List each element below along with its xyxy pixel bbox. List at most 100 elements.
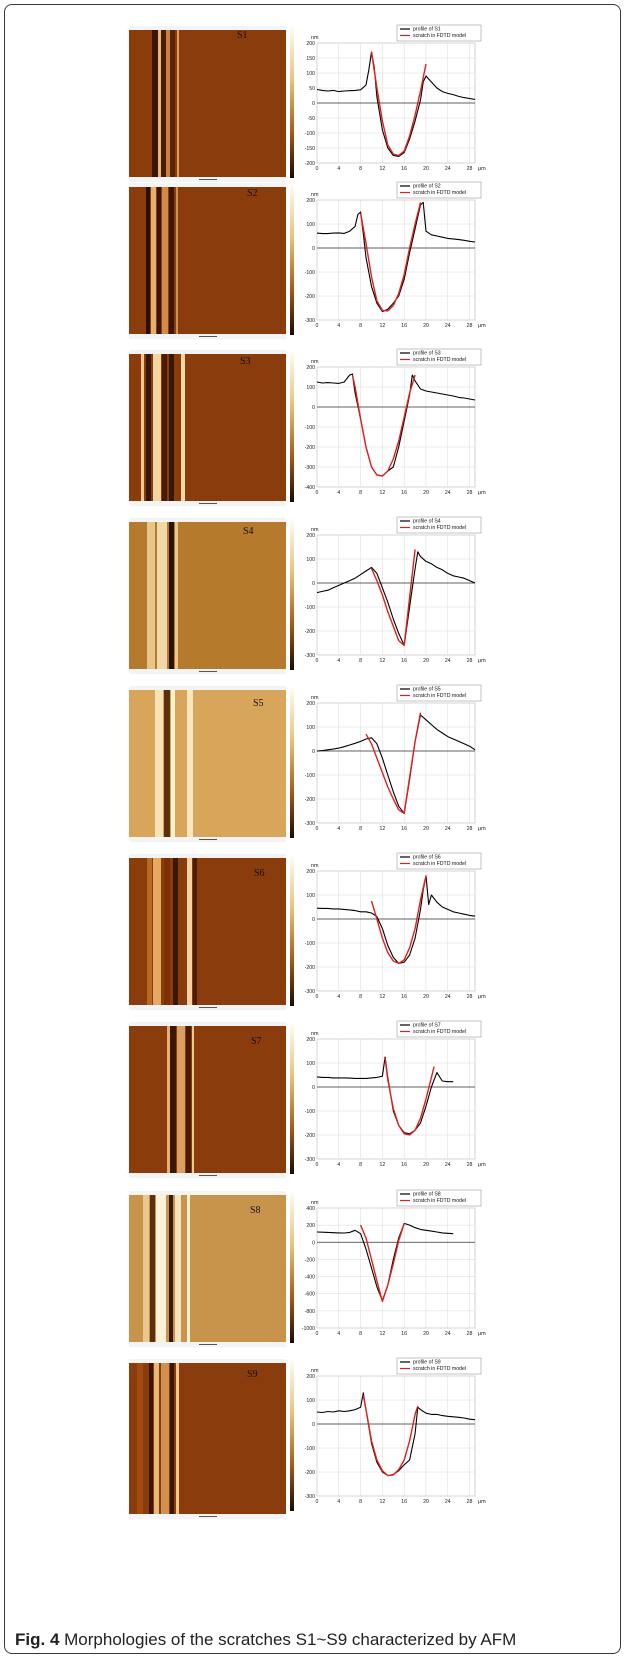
panel-s6: S6 200 100 0 -100 -200 -300 0 4 8 12 16 20 24 28 nm μm pr… <box>0 850 627 1015</box>
afm-height-colorbar <box>290 350 294 502</box>
y-tick-label: -200 <box>305 161 315 167</box>
legend-entry: profile of S8 <box>413 1192 441 1198</box>
legend-box <box>396 516 482 534</box>
x-unit-label: μm <box>478 1162 486 1168</box>
x-tick-label: 16 <box>401 1162 407 1168</box>
legend-entry: profile of S2 <box>413 184 441 190</box>
y-unit-label: nm <box>311 192 319 198</box>
afm-header-strip <box>129 1022 286 1026</box>
y-tick-label: -200 <box>305 965 315 971</box>
y-tick-label: -200 <box>305 1257 315 1263</box>
y-tick-label: 100 <box>306 1398 315 1404</box>
y-tick-label: 100 <box>306 725 315 731</box>
y-tick-label: 0 <box>312 246 315 252</box>
x-tick-label: 28 <box>467 323 473 329</box>
x-tick-label: 4 <box>337 826 340 832</box>
x-unit-label: μm <box>478 323 486 329</box>
afm-scale-bar <box>129 669 286 674</box>
afm-scale-bar <box>129 177 286 182</box>
afm-sample-label: S4 <box>243 526 254 537</box>
afm-header-strip <box>129 518 286 522</box>
panel-s5: S5 200 100 0 -100 -200 -300 0 4 8 12 16 20 24 28 nm μm pr… <box>0 682 627 847</box>
y-tick-label: -300 <box>305 821 315 827</box>
y-tick-label: 200 <box>306 1374 315 1380</box>
y-tick-label: 0 <box>312 917 315 923</box>
figure-frame <box>4 4 621 1654</box>
profile-series-line <box>316 201 476 313</box>
y-tick-label: -300 <box>305 653 315 659</box>
panel-s3: S3 200 100 0 -100 -200 -300 -400 0 4 8 12 16 20 24 28 nm… <box>0 346 627 511</box>
y-tick-label: 100 <box>306 222 315 228</box>
x-tick-label: 4 <box>337 1331 340 1337</box>
y-tick-label: 200 <box>306 1037 315 1043</box>
y-tick-label: -800 <box>305 1309 315 1315</box>
y-tick-label: -1000 <box>302 1326 315 1332</box>
y-tick-label: -600 <box>305 1292 315 1298</box>
y-tick-label: -300 <box>305 989 315 995</box>
x-tick-label: 8 <box>359 323 362 329</box>
afm-image-s5: S5 <box>129 686 286 842</box>
legend-box <box>396 852 482 870</box>
afm-image-s1: S1 <box>129 26 286 182</box>
y-tick-label: 100 <box>306 893 315 899</box>
x-tick-label: 24 <box>445 994 451 1000</box>
y-tick-label: -100 <box>305 425 315 431</box>
afm-image-s4: S4 <box>129 518 286 674</box>
x-tick-label: 12 <box>379 994 385 1000</box>
x-tick-label: 24 <box>445 1331 451 1337</box>
y-tick-label: 0 <box>312 101 315 107</box>
x-tick-label: 28 <box>467 490 473 496</box>
afm-height-colorbar <box>290 1191 294 1343</box>
y-tick-label: -150 <box>305 146 315 152</box>
x-tick-label: 12 <box>379 323 385 329</box>
y-tick-label: 100 <box>306 1061 315 1067</box>
model-series-line <box>359 1223 405 1303</box>
y-tick-label: 0 <box>312 405 315 411</box>
y-tick-label: -100 <box>305 941 315 947</box>
y-tick-label: 0 <box>312 749 315 755</box>
model-series-line <box>362 1395 419 1477</box>
x-tick-label: 0 <box>316 994 319 1000</box>
panel-s4: S4 200 100 0 -100 -200 -300 0 4 8 12 16 20 24 28 nm μm pr… <box>0 514 627 679</box>
afm-image-s6: S6 <box>129 854 286 1010</box>
y-tick-label: -400 <box>305 1275 315 1281</box>
y-unit-label: nm <box>311 1368 319 1374</box>
y-unit-label: nm <box>311 35 319 41</box>
x-tick-label: 8 <box>359 826 362 832</box>
x-tick-label: 16 <box>401 1499 407 1505</box>
x-tick-label: 16 <box>401 323 407 329</box>
afm-header-strip <box>129 686 286 690</box>
y-tick-label: 0 <box>312 1422 315 1428</box>
y-tick-label: -50 <box>308 116 316 122</box>
afm-header-strip <box>129 854 286 858</box>
afm-sample-label: S6 <box>254 868 265 879</box>
y-tick-label: -300 <box>305 1494 315 1500</box>
panel-s7: S7 200 100 0 -100 -200 -300 0 4 8 12 16 20 24 28 nm μm pr… <box>0 1018 627 1183</box>
x-unit-label: μm <box>478 166 486 172</box>
y-tick-label: 150 <box>306 56 315 62</box>
x-tick-label: 8 <box>359 994 362 1000</box>
x-tick-label: 4 <box>337 658 340 664</box>
x-tick-label: 24 <box>445 323 451 329</box>
y-tick-label: -200 <box>305 294 315 300</box>
y-tick-label: -300 <box>305 465 315 471</box>
profile-series-line <box>316 51 476 157</box>
profile-series-line <box>316 551 476 646</box>
x-tick-label: 8 <box>359 1162 362 1168</box>
y-unit-label: nm <box>311 695 319 701</box>
x-tick-label: 0 <box>316 1499 319 1505</box>
model-series-line <box>370 875 427 965</box>
y-tick-label: 100 <box>306 557 315 563</box>
x-tick-label: 28 <box>467 1331 473 1337</box>
legend-box <box>396 181 482 199</box>
legend-entry: scratch in FDTD model <box>413 861 466 867</box>
panel-s8: S8 400 200 0 -200 -400 -600 -800 -1000 0 4 8 12 16 20 2… <box>0 1187 627 1352</box>
y-tick-label: 0 <box>312 581 315 587</box>
y-tick-label: 200 <box>306 41 315 47</box>
x-tick-label: 20 <box>423 1331 429 1337</box>
